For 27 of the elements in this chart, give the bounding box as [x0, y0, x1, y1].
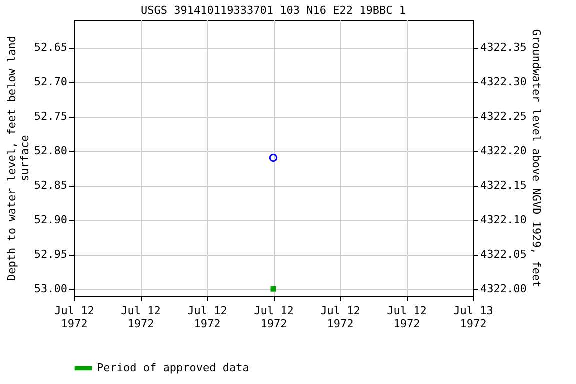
y-tick-label: 52.75: [34, 110, 68, 124]
y-tick-label: 53.00: [34, 282, 68, 296]
y-tick-label: 52.70: [34, 76, 68, 89]
x-tick-label: Jul 12 1972: [387, 304, 427, 330]
y-tick-label: 52.90: [34, 214, 68, 227]
y2-tick-label: 4322.10: [480, 214, 527, 227]
y2-tick-label: 4322.25: [480, 110, 527, 124]
y2-tick-label: 4322.00: [480, 282, 527, 296]
x-tick-label: Jul 12 1972: [320, 304, 360, 330]
legend-label: Period of approved data: [97, 362, 250, 374]
y2-tick-label: 4322.35: [480, 41, 527, 54]
x-tick-label: Jul 12 1972: [121, 304, 161, 330]
x-tick-label: Jul 12 1972: [254, 304, 294, 330]
y-tick-label: 52.85: [34, 179, 68, 192]
y-axis-title: Depth to water level, feet below land surface: [5, 36, 32, 282]
y2-tick-label: 4322.15: [480, 179, 527, 192]
y2-tick-label: 4322.30: [480, 76, 527, 89]
y2-tick-label: 4322.05: [480, 248, 527, 262]
y-tick-label: 52.65: [34, 41, 68, 54]
chart-title: USGS 391410119333701 103 N16 E22 19BBC 1: [141, 4, 406, 17]
x-tick-label: Jul 12 1972: [188, 304, 228, 330]
x-tick-label: Jul 13 1972: [454, 304, 494, 330]
y-tick-label: 52.80: [34, 144, 68, 158]
y2-tick-label: 4322.20: [480, 144, 527, 158]
y-tick-label: 52.95: [34, 248, 68, 262]
y2-axis-title: Groundwater level above NGVD 1929, feet: [530, 29, 543, 288]
x-tick-label: Jul 12 1972: [54, 304, 94, 330]
